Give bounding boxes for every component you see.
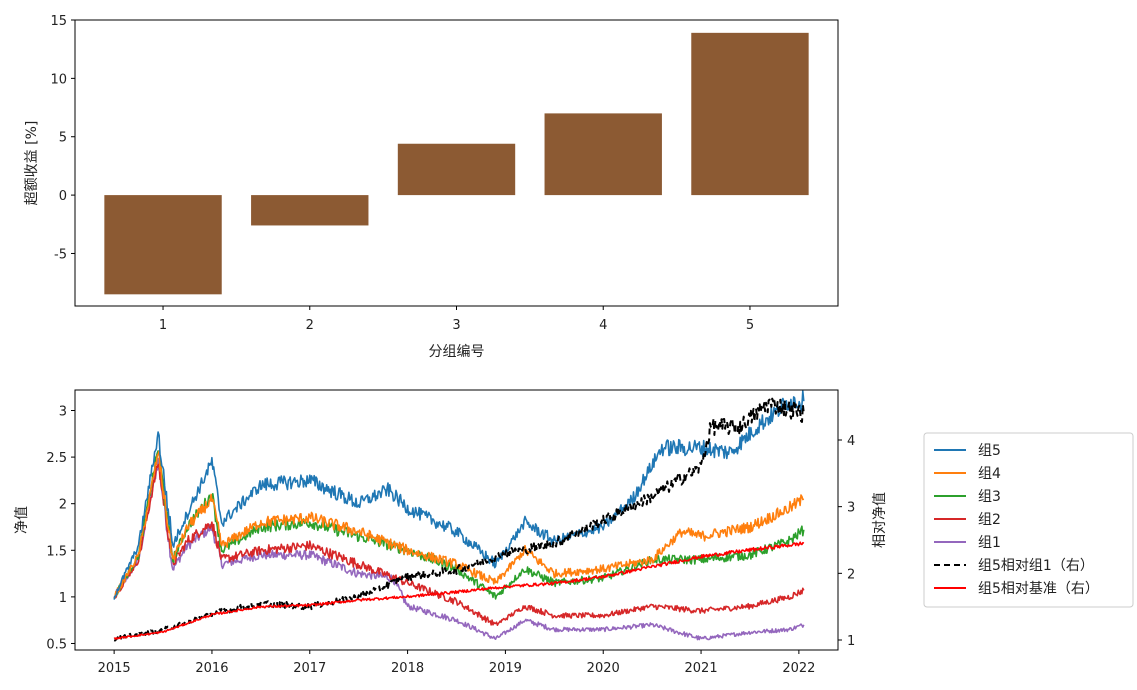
- line-y-tick-label: 2.5: [46, 451, 67, 466]
- bar-x-tick-label: 3: [452, 318, 460, 333]
- legend: 组5 组4 组3 组2 组1 组5相对组1（右） 组5相对基准（右）: [923, 432, 1134, 608]
- legend-label-2: 组4: [978, 466, 1001, 482]
- line-x-tick-label: 2016: [195, 661, 228, 676]
- line-y-right-axis-label: 相对净值: [872, 492, 888, 548]
- line-y-tick-label: 1: [59, 591, 67, 606]
- line-x-tick-label: 2018: [391, 661, 424, 676]
- series-line-3: [113, 450, 805, 600]
- series-line-7: [113, 541, 805, 641]
- legend-label-7: 组5相对基准（右）: [978, 580, 1099, 597]
- line-x-tick-label: 2020: [587, 661, 620, 676]
- series-line-4: [113, 463, 805, 627]
- bar-3: [397, 143, 516, 196]
- legend-box: [923, 432, 1134, 608]
- line-y-axis-label: 净值: [14, 506, 30, 534]
- line-y-tick-label: 3: [59, 405, 67, 420]
- bar-x-tick-label: 4: [599, 318, 607, 333]
- bar-x-tick-label: 1: [159, 318, 167, 333]
- bar-x-axis-label: 分组编号: [429, 344, 485, 360]
- bar-y-tick-label: -5: [54, 247, 67, 262]
- bar-y-tick-label: 0: [59, 189, 67, 204]
- bar-y-tick-label: 15: [50, 14, 67, 29]
- bar-y-tick-label: 5: [59, 131, 67, 146]
- series-line-5: [113, 457, 805, 641]
- bar-5: [691, 32, 809, 196]
- line-chart: 2015 2016 2017 2018 2019 2020 2021 2022 3 2.5 2 1.5…: [14, 389, 1134, 676]
- legend-label-6: 组5相对组1（右）: [978, 558, 1094, 574]
- line-x-tick-label: 2017: [293, 661, 326, 676]
- bar-x-tick-label: 5: [746, 318, 754, 333]
- series-line-1: [113, 390, 805, 600]
- legend-label-4: 组2: [978, 512, 1001, 528]
- line-x-tick-label: 2022: [782, 661, 815, 676]
- line-y-right-tick-label: 1: [847, 634, 855, 649]
- line-y-tick-label: 0.5: [46, 637, 67, 652]
- bar-y-axis-label: 超额收益 [%]: [24, 121, 40, 206]
- bar-2: [251, 195, 369, 226]
- line-plot-frame: [74, 389, 839, 651]
- line-y-right-tick-label: 4: [847, 434, 855, 449]
- bar-1: [104, 195, 222, 295]
- bar-chart: 15 10 5 0 -5 1 2 3 4 5 分组编号 超额收益 [%]: [24, 14, 839, 360]
- line-y-right-tick-label: 2: [847, 567, 855, 582]
- legend-label-1: 组5: [978, 443, 1001, 459]
- legend-label-5: 组1: [978, 535, 1001, 551]
- line-y-tick-label: 1.5: [46, 544, 67, 559]
- line-y-tick-label: 2: [59, 498, 67, 513]
- line-y-right-tick-label: 3: [847, 501, 855, 516]
- bar-4: [544, 113, 662, 196]
- legend-label-3: 组3: [978, 489, 1001, 505]
- series-line-6: [113, 397, 805, 642]
- bar-x-tick-label: 2: [306, 318, 314, 333]
- line-x-tick-label: 2015: [98, 661, 131, 676]
- line-x-tick-label: 2019: [489, 661, 522, 676]
- bar-y-tick-label: 10: [50, 72, 67, 87]
- line-x-tick-label: 2021: [685, 661, 718, 676]
